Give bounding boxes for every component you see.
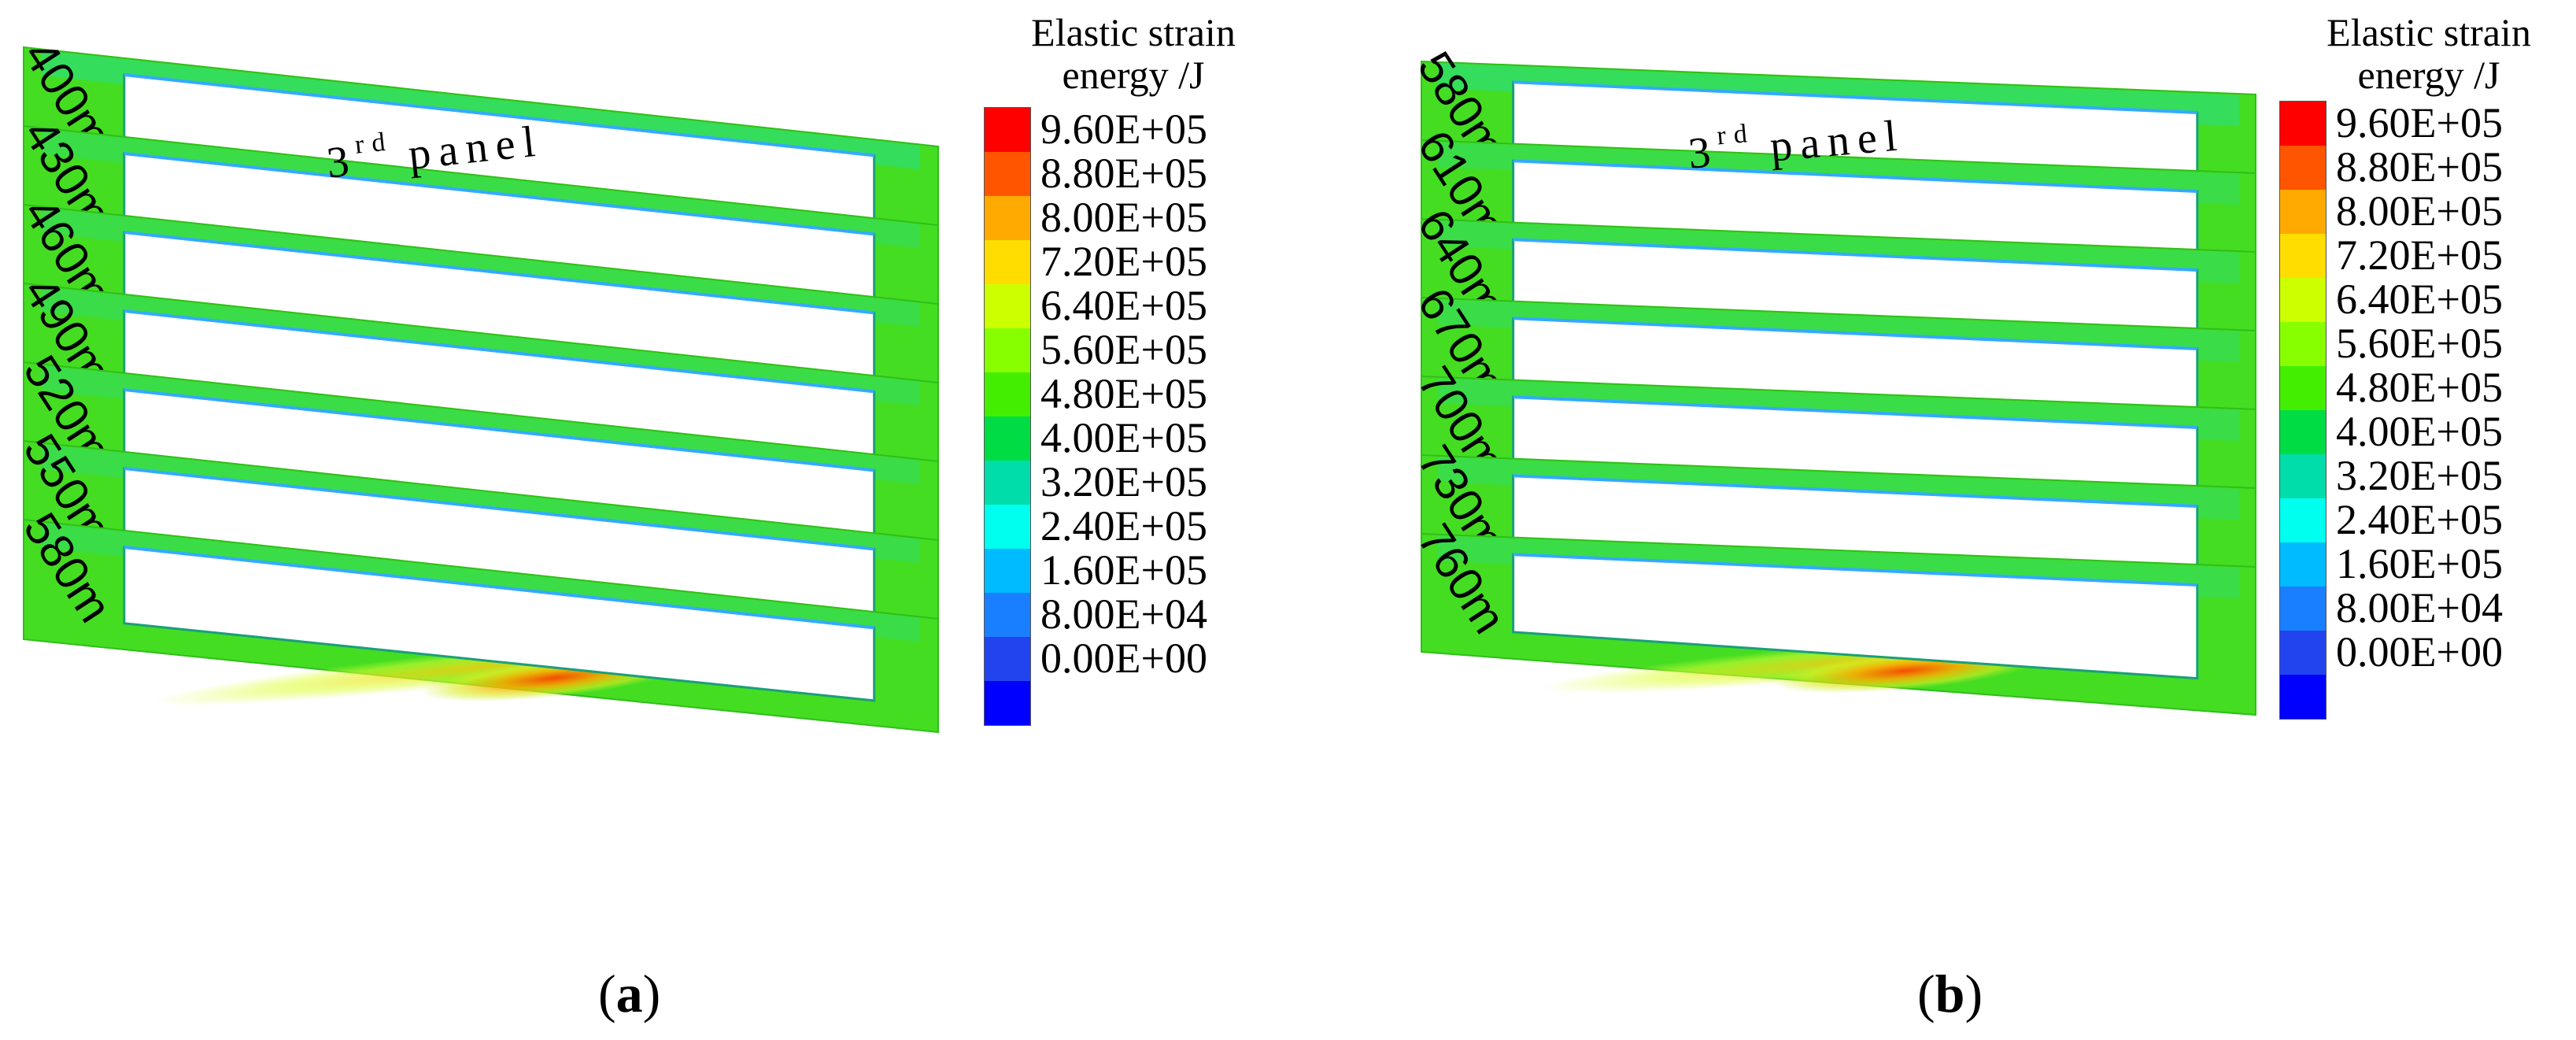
colorbar-tick-label: 4.80E+05 [1040,370,1207,417]
legend-title-line1: Elastic strain [1031,10,1236,54]
colorbar-tick-label: 6.40E+05 [1040,282,1207,329]
colorbar-swatch [985,240,1030,284]
plate-opening-rim [124,467,874,551]
colorbar-swatch [2280,366,2326,410]
colorbar-swatch [985,549,1030,593]
colorbar-tick-label: 1.60E+05 [2336,540,2503,587]
colorbar-swatch [985,152,1030,196]
colorbar-tick-label: 4.80E+05 [2336,364,2503,411]
figure-b: 580m 610m 640m 670m 700m 730m 760m 3rd panel Ela… [1288,0,2575,1040]
colorbar-tick-label: 6.40E+05 [2336,276,2503,323]
colorbar [2279,101,2327,720]
plate-opening-rim [124,231,874,315]
plate: 580m [13,504,939,734]
colorbar-swatch [985,372,1030,416]
colorbar-tick-label: 7.20E+05 [2336,231,2503,279]
colorbar-swatch [985,284,1030,328]
colorbar-tick-label: 2.40E+05 [1040,502,1207,550]
plate-opening-rim [1513,159,2197,194]
colorbar-swatch [985,505,1030,549]
plate-opening-rim [1513,316,2197,351]
legend-title-line2: energy /J [1062,53,1205,97]
colorbar-swatch [2280,542,2326,587]
colorbar-swatch [985,328,1030,372]
colorbar-swatch [2280,278,2326,322]
colorbar-tick-label: 0.00E+00 [1040,635,1207,682]
colorbar-tick-label: 5.60E+05 [2336,320,2503,367]
caption-letter: a [615,964,643,1023]
colorbar-swatch [985,196,1030,240]
colorbar-tick-label: 0.00E+00 [2336,628,2503,675]
figure-a: 400m 430m 460m 490m 520m 550m 580m 3rd panel Ela… [13,11,1236,1023]
plate-opening-rim [124,546,874,630]
colorbar-swatch [985,637,1030,681]
colorbar-tick-label: 8.00E+04 [2336,584,2503,631]
caption-letter: b [1935,964,1965,1023]
legend-title-line2: energy /J [2357,53,2500,97]
colorbar-tick-label: 2.40E+05 [2336,496,2503,543]
colorbar-tick-label: 5.60E+05 [1040,326,1207,373]
plate-opening [123,546,876,702]
colorbar-tick-label: 9.60E+05 [1040,105,1207,153]
colorbar-swatch [985,681,1030,725]
colorbar-swatch [2280,454,2326,498]
legend-title: Elastic strain energy /J [2264,11,2576,96]
colorbar-tick-label: 8.80E+05 [2336,143,2503,191]
colorbar-tick-label: 9.60E+05 [2336,99,2503,146]
colorbar-swatch [2280,102,2326,146]
plate-opening-rim [1513,474,2197,509]
colorbar-tick-label: 4.00E+05 [2336,408,2503,455]
colorbar-tick-label: 3.20E+05 [2336,452,2503,499]
colorbar-tick-label: 1.60E+05 [1040,546,1207,594]
plate-opening-rim [124,309,874,394]
plate: 760m [1408,515,2256,716]
colorbar-swatch [2280,631,2326,675]
caption-a: (a) [598,964,661,1023]
colorbar-tick-label: 8.00E+04 [1040,590,1207,638]
colorbar-tick-label: 3.20E+05 [1040,458,1207,505]
colorbar-tick-label: 8.80E+05 [1040,150,1207,197]
plate-opening-rim [124,152,874,236]
colorbar-swatch [2280,146,2326,190]
colorbar-tick-label: 8.00E+05 [1040,194,1207,241]
colorbar-swatch [985,461,1030,505]
plate-opening-rim [1513,395,2197,430]
plate-opening-rim [124,73,874,157]
colorbar-swatch [2280,322,2326,366]
plate-opening-rim [124,388,874,472]
plate-opening-rim [1513,80,2197,115]
plate-opening-rim [1513,553,2197,587]
colorbar-swatch [985,593,1030,637]
colorbar-swatch [2280,498,2326,542]
colorbar-swatch [2280,410,2326,454]
colorbar-swatch [2280,675,2326,719]
plate-opening-rim [1513,238,2197,272]
colorbar-swatch [2280,587,2326,631]
colorbar-tick-label: 8.00E+05 [2336,187,2503,235]
colorbar-swatch [985,416,1030,461]
colorbar [984,107,1031,726]
colorbar-swatch [985,108,1030,152]
colorbar-tick-label: 4.00E+05 [1040,414,1207,461]
legend-title: Elastic strain energy /J [968,11,1299,96]
caption-b: (b) [1917,964,1983,1023]
panel-label: 3rd panel [1686,105,1907,179]
colorbar-swatch [2280,190,2326,234]
colorbar-swatch [2280,234,2326,278]
colorbar-tick-label: 7.20E+05 [1040,238,1207,285]
legend-title-line1: Elastic strain [2327,10,2531,54]
